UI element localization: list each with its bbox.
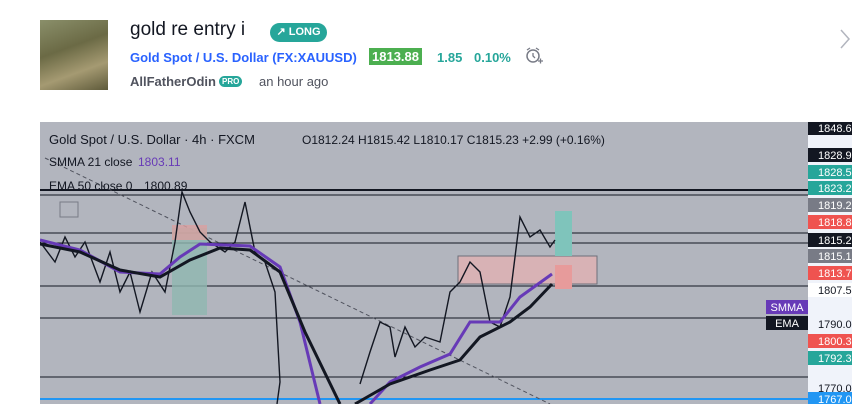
- indicator-name: SMMA 21 close: [49, 155, 133, 169]
- next-arrow[interactable]: [838, 28, 852, 50]
- target-zone: [172, 228, 207, 315]
- stop-zone: [555, 265, 572, 289]
- price-label-bg: [808, 392, 852, 404]
- alarm-icon[interactable]: [524, 46, 544, 66]
- price-label: 1848.6: [818, 123, 852, 135]
- long-badge: ↗ LONG: [270, 23, 327, 42]
- price-label: 1815.2: [818, 235, 852, 247]
- chart-bg: [40, 122, 808, 404]
- price-label: 1819.2: [818, 200, 852, 212]
- indicator-tag: SMMA: [771, 302, 805, 314]
- thumbnail[interactable]: [40, 20, 108, 90]
- symbol-code: (FX:XAUUSD): [272, 50, 357, 65]
- price-label: 1800.3: [818, 336, 852, 348]
- indicator-value: 1803.11: [138, 155, 181, 169]
- price-label-bg: [808, 233, 852, 247]
- price-label-bg: [808, 181, 852, 195]
- price-labels: 1848.6 1828.9 1828.5 1823.2 1819.2 1818.8 1815…: [766, 122, 852, 404]
- price-label-bg: [808, 122, 852, 135]
- price-label: 1828.9: [818, 150, 852, 162]
- price-label-bg: [808, 334, 852, 348]
- price-label: 1823.2: [818, 183, 852, 195]
- symbol-name: Gold Spot / U.S. Dollar: [130, 50, 269, 65]
- author[interactable]: AllFatherOdin: [130, 74, 216, 89]
- zone-box: [457, 255, 598, 285]
- price-label-bg: [808, 351, 852, 365]
- indicator-tag-bg: [766, 300, 808, 314]
- price-label-bg: [808, 283, 852, 297]
- price-label: 1815.1: [818, 251, 852, 263]
- badge-text: LONG: [288, 26, 321, 38]
- idea-title[interactable]: gold re entry i: [130, 19, 246, 40]
- indicator-legend: SMMA 21 close 1803.11 EMA 50 close 0 1800.8…: [49, 155, 188, 193]
- price-label: 1790.0: [818, 319, 852, 331]
- levels: [40, 189, 808, 378]
- price-label: 1828.5: [818, 167, 852, 179]
- target-zone: [555, 211, 572, 256]
- pro-badge: PRO: [219, 76, 243, 87]
- price-label-bg: [808, 148, 852, 162]
- trend-line: [44, 157, 551, 404]
- price-label: 1813.7: [818, 268, 852, 280]
- collapse-btn[interactable]: [59, 201, 79, 218]
- change-pct: 0.10%: [474, 50, 511, 65]
- symbol[interactable]: Gold Spot / U.S. Dollar (FX:XAUUSD): [130, 50, 357, 65]
- price-label: 1807.5: [818, 285, 852, 297]
- indicator-value: 1800.89: [144, 179, 188, 193]
- price-label-bg: [808, 266, 852, 280]
- ohlc: O1812.24 H1815.42 L1810.17 C1815.23 +2.9…: [302, 133, 605, 147]
- indicator-tag: EMA: [775, 318, 800, 330]
- change: 1.85: [437, 50, 463, 65]
- price-label: 1818.8: [818, 217, 852, 229]
- chart-title: Gold Spot / U.S. Dollar · 4h · FXCM: [49, 132, 255, 147]
- price-label: 1767.0: [818, 394, 852, 404]
- price: 1813.88: [369, 48, 422, 65]
- indicator-name: EMA 50 close 0: [49, 179, 133, 193]
- price-label-bg: [808, 165, 852, 179]
- time: an hour ago: [259, 74, 329, 89]
- price-label-bg: [808, 215, 852, 229]
- price-label: 1792.3: [818, 353, 852, 365]
- indicator-tag-bg: [766, 316, 808, 330]
- price-label-bg: [808, 198, 852, 212]
- price-label-bg: [808, 249, 852, 263]
- ema-line: [40, 242, 554, 404]
- chart[interactable]: Gold Spot / U.S. Dollar · 4h · FXCM O181…: [40, 122, 852, 404]
